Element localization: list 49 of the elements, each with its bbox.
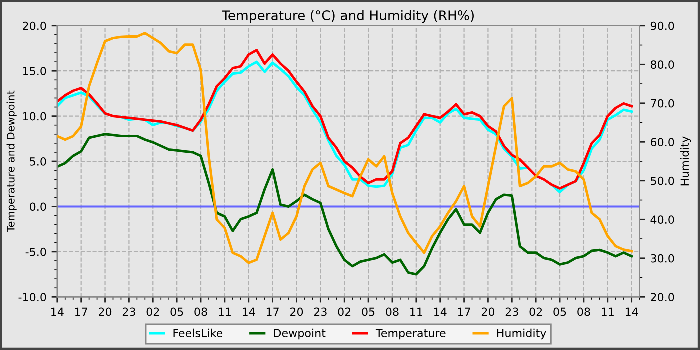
x-tick-label: 11 bbox=[219, 308, 231, 316]
x-tick-label: 08 bbox=[578, 308, 590, 316]
line-series bbox=[57, 32, 634, 264]
y2-tick-label: 90.0 bbox=[650, 22, 674, 30]
x-tick-label: 08 bbox=[386, 308, 399, 316]
x-tick-label: 11 bbox=[602, 308, 614, 316]
y-tick-label: 5.0 bbox=[30, 158, 46, 166]
legend-label: Dewpoint bbox=[274, 328, 326, 340]
y-tick-label: -10.0 bbox=[18, 293, 46, 302]
x-tick-label: 23 bbox=[506, 308, 518, 316]
x-tick-label: 20 bbox=[99, 308, 112, 316]
x-tick-label: 05 bbox=[362, 308, 375, 316]
x-tick-label: 05 bbox=[170, 308, 184, 316]
x-tick-label: 02 bbox=[338, 308, 351, 316]
x-tick-label: 17 bbox=[266, 308, 279, 316]
y-tick-label: 10.0 bbox=[23, 112, 46, 121]
x-tick-label: 23 bbox=[122, 308, 136, 316]
legend-label: Humidity bbox=[497, 328, 546, 340]
x-tick-label: 05 bbox=[554, 308, 566, 316]
x-tick-label: 14 bbox=[52, 308, 64, 316]
y2-tick-label: 70.0 bbox=[651, 99, 674, 108]
x-tick-label: 14 bbox=[434, 308, 447, 316]
x-tick-label: 08 bbox=[194, 308, 208, 316]
x-tick-label: 14 bbox=[243, 308, 256, 316]
y-tick-label: 0.0 bbox=[30, 202, 46, 212]
legend-label: Temperature bbox=[376, 329, 446, 340]
y2-tick-label: 20.0 bbox=[651, 293, 674, 302]
y2-tick-label: 30.0 bbox=[651, 254, 674, 263]
x-tick-label: 11 bbox=[410, 308, 422, 316]
x-tick-label: 02 bbox=[530, 308, 542, 316]
x-tick-label: 23 bbox=[314, 308, 327, 316]
y2-tick-label: 60.0 bbox=[650, 138, 674, 147]
y-tick-label: 20.0 bbox=[23, 22, 46, 30]
y2-tick-label: 50.0 bbox=[651, 176, 674, 186]
y-tick-label: 15.0 bbox=[23, 67, 46, 76]
y2-tick-label: 40.0 bbox=[650, 216, 674, 224]
legend-label: FeelsLike bbox=[174, 328, 223, 338]
y2-axis-title: Humidity bbox=[680, 136, 692, 186]
x-tick-label: 17 bbox=[75, 308, 88, 316]
x-tick-label: 20 bbox=[482, 308, 495, 316]
x-tick-label: 02 bbox=[146, 308, 160, 316]
line-series bbox=[57, 133, 634, 276]
y-axis-title: Temperature and Dewpoint bbox=[6, 90, 17, 232]
y-tick-label: -5.0 bbox=[26, 248, 46, 256]
x-tick-label: 17 bbox=[458, 308, 470, 316]
chart-title: Temperature (°C) and Humidity (RH%) bbox=[222, 10, 474, 24]
x-tick-label: 20 bbox=[290, 308, 304, 316]
y2-tick-label: 80.0 bbox=[650, 60, 674, 70]
x-tick-label: 14 bbox=[626, 308, 638, 316]
